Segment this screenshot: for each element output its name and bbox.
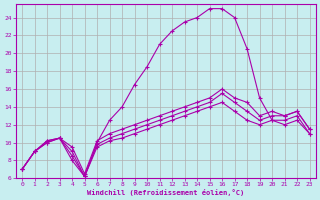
X-axis label: Windchill (Refroidissement éolien,°C): Windchill (Refroidissement éolien,°C): [87, 189, 244, 196]
